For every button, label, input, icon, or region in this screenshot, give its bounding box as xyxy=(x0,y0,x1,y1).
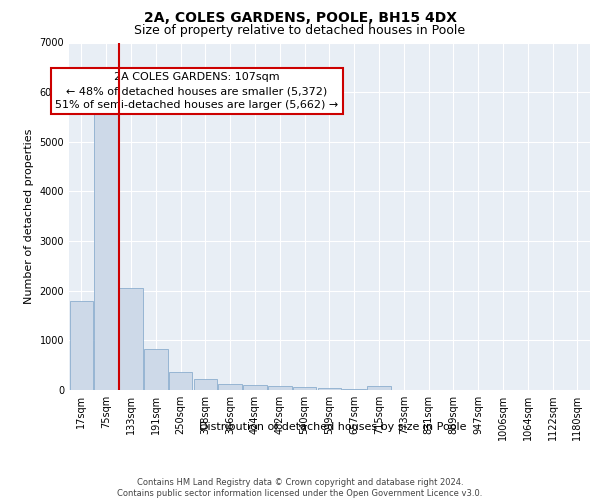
Text: 2A, COLES GARDENS, POOLE, BH15 4DX: 2A, COLES GARDENS, POOLE, BH15 4DX xyxy=(143,11,457,25)
Bar xyxy=(119,288,143,390)
Bar xyxy=(293,387,316,390)
Bar xyxy=(70,300,93,390)
Bar xyxy=(194,378,217,390)
Bar xyxy=(94,104,118,390)
Bar xyxy=(343,389,366,390)
Bar xyxy=(144,350,167,390)
Text: Size of property relative to detached houses in Poole: Size of property relative to detached ho… xyxy=(134,24,466,37)
Bar xyxy=(268,386,292,390)
Y-axis label: Number of detached properties: Number of detached properties xyxy=(24,128,34,304)
Bar xyxy=(218,384,242,390)
Text: Contains HM Land Registry data © Crown copyright and database right 2024.
Contai: Contains HM Land Registry data © Crown c… xyxy=(118,478,482,498)
Bar xyxy=(169,372,193,390)
Bar xyxy=(367,386,391,390)
Text: 2A COLES GARDENS: 107sqm
← 48% of detached houses are smaller (5,372)
51% of sem: 2A COLES GARDENS: 107sqm ← 48% of detach… xyxy=(55,72,338,110)
Bar xyxy=(317,388,341,390)
Bar xyxy=(243,385,267,390)
Text: Distribution of detached houses by size in Poole: Distribution of detached houses by size … xyxy=(199,422,467,432)
